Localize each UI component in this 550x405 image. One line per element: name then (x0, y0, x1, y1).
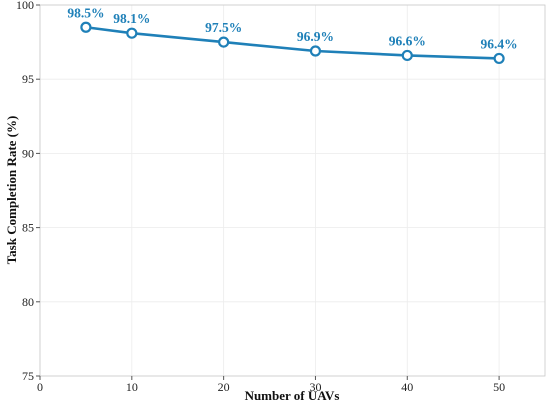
x-axis-title: Number of UAVs (245, 388, 340, 403)
axis-ticks: 0 10 20 30 40 50 75 80 85 90 95 100 (16, 0, 505, 394)
data-label: 98.5% (67, 5, 104, 20)
x-tick-label: 40 (401, 380, 413, 394)
data-point (80, 21, 92, 33)
series-line (84, 25, 501, 60)
y-tick-label: 90 (22, 146, 34, 160)
series-layer: 98.5% 98.1% 97.5% 96.9% 96.6% 96.4% (67, 5, 518, 65)
y-tick-label: 85 (22, 221, 34, 235)
data-label: 96.6% (389, 33, 426, 48)
x-tick-label: 10 (126, 380, 138, 394)
x-tick-label: 20 (218, 380, 230, 394)
y-tick-label: 75 (22, 369, 34, 383)
data-point (218, 36, 230, 48)
y-tick-label: 80 (22, 295, 34, 309)
data-label: 98.1% (113, 11, 150, 26)
y-axis-title: Task Completion Rate (%) (4, 116, 19, 265)
data-label: 96.4% (481, 36, 518, 51)
plot-frame (39, 4, 546, 377)
data-label: 96.9% (297, 29, 334, 44)
data-point (309, 45, 322, 57)
data-point (493, 52, 505, 65)
x-tick-label: 0 (37, 380, 43, 394)
x-tick-label: 30 (309, 380, 321, 394)
y-tick-label: 95 (22, 72, 34, 86)
y-tick-label: 100 (16, 0, 34, 12)
grid-lines (39, 4, 545, 377)
data-point (401, 49, 413, 62)
data-point (126, 27, 138, 39)
x-tick-label: 50 (493, 380, 505, 394)
data-label: 97.5% (205, 20, 242, 35)
